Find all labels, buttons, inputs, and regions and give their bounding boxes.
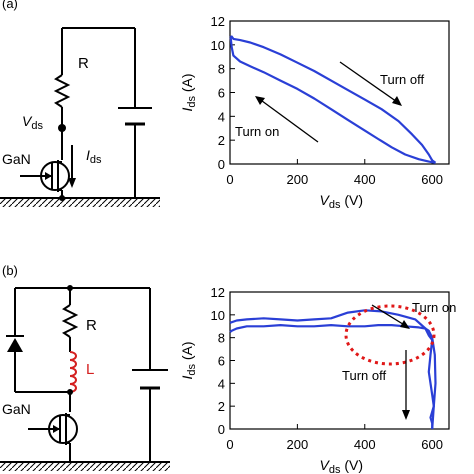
- gan-label-b: GaN: [2, 401, 31, 417]
- series-line-1: [229, 37, 436, 164]
- x-axis-label: Vds (V): [320, 457, 364, 474]
- gan-label-a: GaN: [2, 151, 31, 167]
- series-line-0: [229, 309, 434, 341]
- inductor-label: L: [86, 361, 94, 378]
- x-tick-label: 200: [287, 437, 309, 452]
- gan-transistor-b: [48, 414, 78, 444]
- y-tick-label: 8: [218, 62, 225, 77]
- resistor-a-label: R: [78, 55, 89, 72]
- turn-off-arrow-a: [339, 61, 401, 105]
- y-tick-label: 12: [211, 14, 225, 29]
- y-tick-label: 12: [211, 285, 225, 300]
- y-tick-label: 6: [218, 86, 225, 101]
- x-tick-label: 600: [421, 172, 443, 187]
- series-line-2: [229, 324, 437, 430]
- diode: [7, 338, 23, 352]
- x-tick-label: 0: [226, 437, 233, 452]
- y-tick-label: 2: [218, 399, 225, 414]
- circuit-b: [0, 287, 170, 463]
- y-tick-label: 6: [218, 354, 225, 369]
- gan-transistor-a: [40, 161, 70, 191]
- x-tick-label: 400: [354, 437, 376, 452]
- annotation-turn-on-a: Turn on: [235, 124, 279, 139]
- chart-b: 0 2 4 6 8 10 12 0 200 400 600 Vds (V) Ids (A): [179, 285, 450, 474]
- y-tick-label: 4: [218, 376, 225, 391]
- annotation-turn-on-b: Turn on: [412, 300, 456, 315]
- y-tick-label: 0: [218, 157, 225, 172]
- y-axis-label: Ids (A): [179, 341, 198, 379]
- x-tick-label: 200: [287, 172, 309, 187]
- y-axis-label: Ids (A): [179, 73, 198, 111]
- panel-b-label: (b): [2, 263, 18, 278]
- y-tick-label: 0: [218, 422, 225, 437]
- vds-label: Vds: [22, 113, 43, 132]
- inductor: [69, 351, 77, 393]
- battery-b: [132, 369, 168, 390]
- plot-frame: [229, 20, 450, 165]
- resistor-b-label: R: [86, 317, 97, 334]
- turn-on-arrow-a: [257, 97, 319, 143]
- ids-label: Ids: [86, 147, 102, 166]
- x-tick-label: 600: [421, 437, 443, 452]
- series-line-0: [229, 35, 437, 164]
- battery-a: [118, 107, 152, 126]
- y-tick-label: 4: [218, 109, 225, 124]
- ground-a: [0, 199, 160, 207]
- x-axis-label: Vds (V): [320, 192, 364, 211]
- resistor-a: [53, 74, 71, 108]
- annotation-turn-off-a: Turn off: [380, 72, 424, 87]
- ground-b: [0, 463, 170, 471]
- y-tick-label: 8: [218, 331, 225, 346]
- x-tick-label: 0: [226, 172, 233, 187]
- highlight-ellipse: [344, 304, 436, 366]
- turn-on-arrow-b: [371, 304, 407, 327]
- chart-a: 0 2 4 6 8 10 12 0 200 400 600 Vds (V) Ids (A): [179, 14, 450, 211]
- panel-a-label: (a): [2, 0, 18, 11]
- y-tick-label: 10: [211, 38, 225, 53]
- x-tick-label: 400: [354, 172, 376, 187]
- y-tick-label: 10: [211, 308, 225, 323]
- annotation-turn-off-b: Turn off: [342, 368, 386, 383]
- node-a: [58, 124, 66, 132]
- y-tick-label: 2: [218, 133, 225, 148]
